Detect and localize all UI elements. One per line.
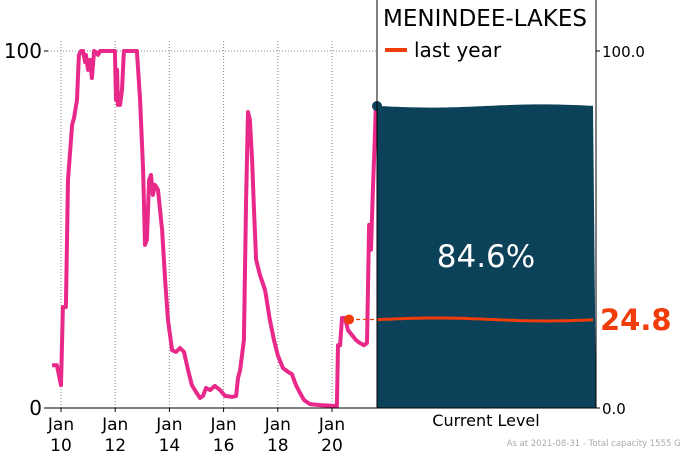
grid-lines bbox=[48, 41, 377, 408]
x-tick-label: 16 bbox=[213, 436, 235, 456]
y-tick-label: 0 bbox=[29, 396, 42, 420]
y-tick-label-right: 0.0 bbox=[602, 400, 626, 418]
x-tick-label: 18 bbox=[267, 436, 289, 456]
y-tick-label-right: 100.0 bbox=[602, 43, 645, 61]
x-tick-label: Jan bbox=[264, 415, 291, 435]
storage-line bbox=[52, 49, 378, 408]
tick-labels: Jan10Jan12Jan14Jan16Jan18Jan2001000.0100… bbox=[4, 39, 645, 456]
storage-series bbox=[52, 49, 378, 408]
last-year-marker bbox=[344, 314, 355, 325]
x-tick-label: Jan bbox=[101, 415, 128, 435]
x-tick-label: 20 bbox=[321, 436, 343, 456]
last-year-value: 24.8 bbox=[600, 303, 672, 337]
current-level-fill bbox=[377, 104, 596, 409]
current-level-panel bbox=[372, 100, 596, 409]
current-level-label: Current Level bbox=[432, 411, 539, 430]
chart-title: MENINDEE-LAKES bbox=[383, 6, 587, 32]
legend: last year bbox=[385, 38, 502, 62]
x-tick-label: Jan bbox=[155, 415, 182, 435]
x-tick-label: Jan bbox=[318, 415, 345, 435]
legend-label: last year bbox=[414, 38, 502, 62]
x-tick-label: 12 bbox=[104, 436, 126, 456]
x-tick-label: Jan bbox=[209, 415, 236, 435]
footnote: As at 2021-08-31 - Total capacity 1555 G… bbox=[507, 439, 680, 449]
x-tick-label: Jan bbox=[47, 415, 74, 435]
last-year-level-line bbox=[376, 316, 594, 323]
x-tick-label: 10 bbox=[50, 436, 72, 456]
current-level-percent: 84.6% bbox=[437, 239, 535, 275]
axes bbox=[44, 0, 600, 412]
x-tick-label: 14 bbox=[159, 436, 181, 456]
y-tick-label: 100 bbox=[4, 39, 42, 63]
